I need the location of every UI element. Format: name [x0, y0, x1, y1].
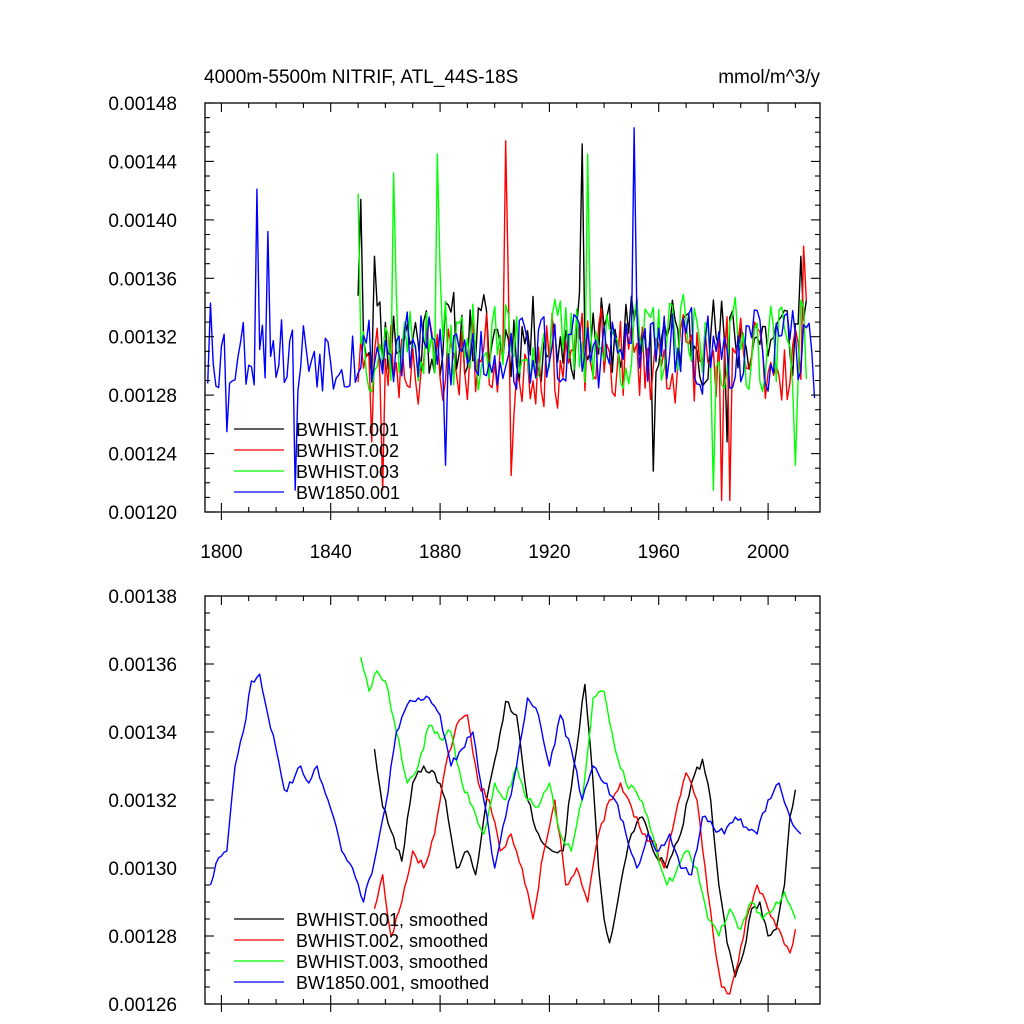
- y-tick-label: 0.00132: [108, 328, 177, 349]
- y-tick-label: 0.00130: [108, 859, 177, 880]
- x-tick-label: 1920: [528, 542, 570, 563]
- y-tick-label: 0.00136: [108, 269, 177, 290]
- legend-label-bwhist-002-smoothed: BWHIST.002, smoothed: [296, 931, 488, 951]
- y-tick-label: 0.00128: [108, 386, 177, 407]
- y-tick-label: 0.00140: [108, 211, 177, 232]
- top-panel-x-tick-labels: 1800 1840 1880 1920 1960 2000: [200, 542, 789, 563]
- bottom-panel-ticks: [205, 595, 820, 1012]
- series-line-bw1850-001-smoothed: [209, 673, 802, 903]
- series-line-bwhist-001-smoothed: [373, 683, 797, 978]
- x-tick-label: 1960: [638, 542, 680, 563]
- legend-label-bw1850-001: BW1850.001: [296, 483, 400, 503]
- series-line-bw1850-001: [207, 127, 816, 491]
- x-tick-label: 1880: [419, 542, 461, 563]
- x-tick-label: 1800: [200, 542, 242, 563]
- top-panel-units: mmol/m^3/y: [718, 67, 820, 88]
- legend-label-bwhist-003: BWHIST.003: [296, 462, 399, 482]
- top-panel-ticks: [205, 102, 820, 520]
- bottom-panel-legend: BWHIST.001, smoothed BWHIST.002, smoothe…: [234, 910, 489, 993]
- series-line-bwhist-002-smoothed: [373, 714, 797, 995]
- bottom-panel-series-lines: [209, 657, 802, 995]
- bottom-panel: 0.00126 0.00128 0.00130 0.00132 0.00134 0.001…: [108, 587, 821, 1016]
- y-tick-label: 0.00126: [108, 995, 177, 1016]
- y-tick-label: 0.00128: [108, 927, 177, 948]
- series-line-bwhist-003-smoothed: [360, 657, 797, 937]
- y-tick-label: 0.00136: [108, 655, 177, 676]
- top-panel-y-tick-labels: 0.00120 0.00124 0.00128 0.00132 0.00136 0.001…: [108, 94, 177, 524]
- y-tick-label: 0.00132: [108, 791, 177, 812]
- series-line-bwhist-003: [357, 153, 808, 491]
- legend-label-bwhist-003-smoothed: BWHIST.003, smoothed: [296, 952, 488, 972]
- top-panel: 4000m-5500m NITRIF, ATL_44S-18S mmol/m^3…: [108, 67, 821, 563]
- y-tick-label: 0.00134: [108, 723, 177, 744]
- top-panel-series-lines: [207, 127, 816, 502]
- legend-label-bwhist-001-smoothed: BWHIST.001, smoothed: [296, 910, 488, 930]
- x-tick-label: 2000: [747, 542, 789, 563]
- y-tick-label: 0.00144: [108, 152, 177, 173]
- top-panel-legend: BWHIST.001 BWHIST.002 BWHIST.003 BW1850.…: [234, 420, 400, 503]
- y-tick-label: 0.00120: [108, 503, 177, 524]
- x-tick-label: 1840: [310, 542, 352, 563]
- legend-label-bw1850-001-smoothed: BW1850.001, smoothed: [296, 973, 489, 993]
- top-panel-title: 4000m-5500m NITRIF, ATL_44S-18S: [204, 67, 518, 88]
- series-line-bwhist-001: [357, 143, 808, 472]
- y-tick-label: 0.00138: [108, 587, 177, 608]
- y-tick-label: 0.00124: [108, 445, 177, 466]
- legend-label-bwhist-002: BWHIST.002: [296, 441, 399, 461]
- y-tick-label: 0.00148: [108, 94, 177, 115]
- bottom-panel-y-tick-labels: 0.00126 0.00128 0.00130 0.00132 0.00134 0.001…: [108, 587, 177, 1016]
- legend-label-bwhist-001: BWHIST.001: [296, 420, 399, 440]
